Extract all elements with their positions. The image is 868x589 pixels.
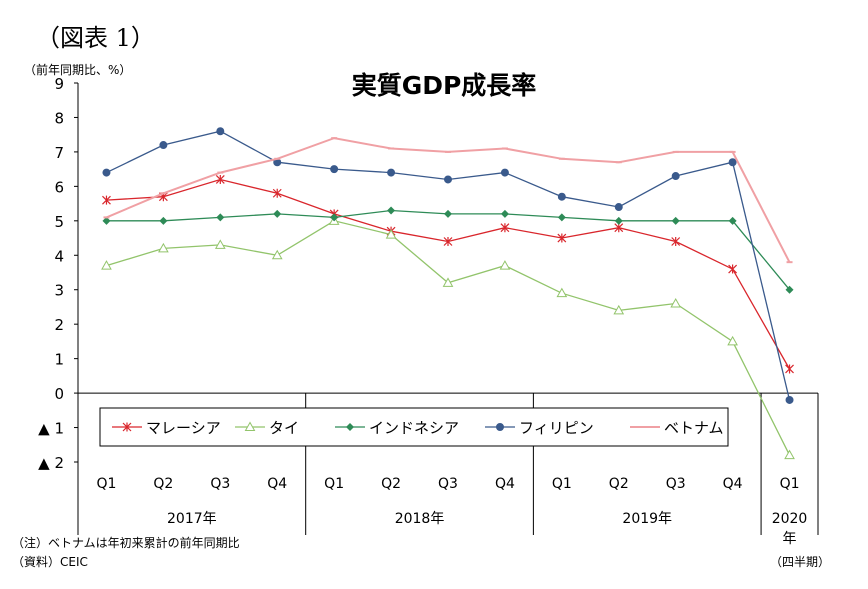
y-axis-unit-label: （前年同期比、%）	[24, 63, 132, 77]
x-tick-label: Q2	[153, 476, 173, 492]
legend-label: フィリピン	[519, 419, 594, 437]
data-point-1	[271, 249, 283, 260]
source-note: （資料）CEIC	[12, 555, 88, 569]
year-label: 2017年	[167, 511, 217, 527]
data-point-3	[500, 168, 509, 177]
legend-label: ベトナム	[664, 419, 724, 437]
year-label: 年	[783, 531, 797, 547]
data-point-0	[557, 233, 567, 243]
legend	[99, 407, 729, 447]
series-line-3	[106, 130, 791, 401]
x-tick-label: Q4	[495, 476, 515, 492]
x-tick-label: Q1	[780, 476, 800, 492]
data-point-2	[614, 216, 623, 225]
data-point-3	[557, 192, 566, 201]
data-point-1	[499, 260, 511, 270]
data-point-1	[670, 297, 682, 308]
data-point-1	[784, 449, 795, 460]
legend-label: マレーシア	[146, 419, 221, 437]
data-point-2	[159, 216, 168, 225]
data-point-0	[785, 364, 794, 374]
data-point-2	[273, 209, 282, 218]
data-point-0	[215, 174, 225, 184]
y-tick-label: 0	[54, 385, 64, 403]
y-tick-label: 2	[54, 316, 64, 334]
data-point-2	[216, 213, 225, 222]
data-point-2	[387, 206, 396, 215]
data-point-1	[385, 229, 397, 239]
data-point-2	[557, 213, 566, 222]
x-tick-label: Q4	[723, 476, 743, 492]
x-tick-label: Q1	[96, 476, 116, 492]
data-point-legend-0	[122, 422, 132, 432]
data-point-legend-3	[496, 423, 504, 431]
footnote: （注）ベトナムは年初来累計の前年同期比	[12, 536, 240, 550]
data-point-2	[500, 209, 509, 218]
data-point-3	[444, 175, 452, 184]
data-point-1	[214, 239, 226, 249]
data-point-1	[556, 287, 568, 298]
series-line-0	[106, 178, 791, 370]
x-tick-label: Q2	[609, 476, 629, 492]
data-point-1	[442, 277, 454, 287]
legend-label: インドネシア	[369, 419, 459, 437]
year-label: 2018年	[395, 511, 445, 527]
data-point-0	[102, 195, 111, 205]
data-point-3	[102, 168, 111, 177]
y-tick-label: 6	[54, 178, 64, 196]
data-point-2	[785, 285, 794, 294]
data-point-legend-2	[346, 423, 354, 431]
y-tick-label: 7	[54, 144, 64, 162]
data-point-3	[387, 168, 396, 177]
data-point-1	[158, 242, 169, 253]
year-label: 2020	[772, 511, 808, 527]
x-tick-label: Q1	[552, 476, 572, 492]
year-label: 2019年	[622, 511, 672, 527]
y-tick-label: 3	[54, 282, 64, 300]
data-point-3	[728, 158, 737, 167]
period-label: （四半期）	[769, 555, 830, 569]
x-tick-label: Q2	[381, 476, 401, 492]
data-point-2	[102, 216, 111, 225]
y-tick-label: 4	[54, 247, 64, 265]
data-point-3	[614, 203, 623, 212]
x-tick-label: Q1	[324, 476, 344, 492]
y-tick-label: 8	[54, 109, 64, 127]
chart-title: 実質GDP成長率	[351, 71, 537, 100]
data-point-3	[671, 172, 680, 181]
y-tick-label: 1	[54, 351, 64, 369]
y-tick-label: ▲ 1	[38, 420, 64, 438]
figure-label: （図表 1）	[36, 24, 155, 52]
data-point-legend-1	[244, 421, 256, 431]
data-point-2	[671, 216, 680, 225]
data-point-0	[443, 236, 453, 246]
x-tick-label: Q3	[666, 476, 686, 492]
data-point-3	[785, 395, 794, 404]
y-tick-label: 9	[54, 75, 64, 93]
y-tick-label: ▲ 2	[38, 454, 64, 472]
y-tick-label: 5	[54, 213, 64, 231]
x-tick-label: Q4	[267, 476, 287, 492]
data-point-0	[671, 236, 681, 246]
data-point-1	[101, 260, 112, 270]
data-point-1	[613, 304, 625, 315]
data-point-0	[272, 188, 282, 198]
data-point-1	[727, 335, 738, 346]
x-tick-label: Q3	[438, 476, 458, 492]
x-tick-label: Q3	[210, 476, 230, 492]
data-point-3	[159, 141, 168, 150]
data-point-3	[330, 165, 339, 174]
data-point-0	[500, 223, 510, 233]
data-point-2	[330, 213, 339, 222]
data-point-0	[728, 264, 738, 274]
legend-label: タイ	[269, 419, 299, 437]
data-point-3	[216, 127, 225, 136]
data-point-2	[728, 216, 737, 225]
data-point-2	[444, 209, 452, 218]
